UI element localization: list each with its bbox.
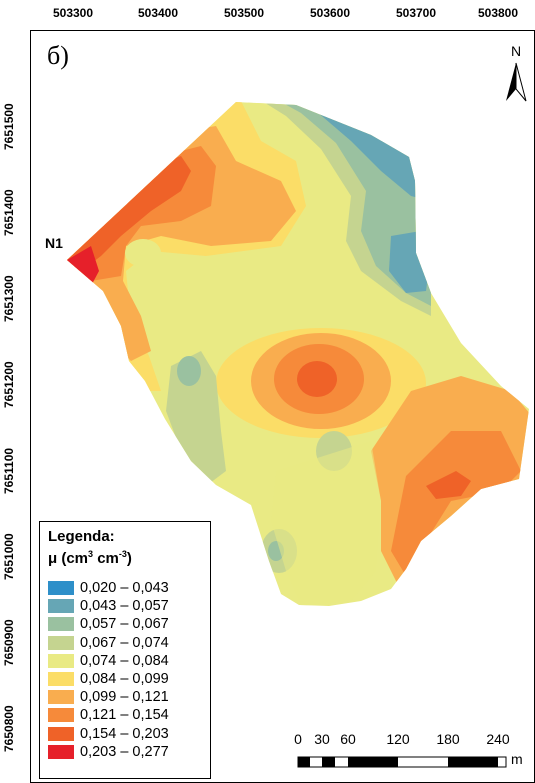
- y-tick-label: 7651100: [2, 447, 16, 494]
- scale-bar: 0 30 60 120 180 240 m: [294, 731, 526, 781]
- zone-0-067-0-074: [166, 351, 226, 486]
- scale-bar-label: 0: [294, 731, 302, 747]
- x-tick-label: 503800: [477, 6, 519, 20]
- zone-0-203-0-277: [67, 246, 99, 286]
- legend-swatch: [48, 635, 74, 650]
- legend-swatch: [48, 744, 74, 759]
- scale-bar-label: 180: [436, 731, 460, 747]
- legend-item: 0,067 – 0,074: [48, 634, 202, 652]
- legend-item: 0,043 – 0,057: [48, 597, 202, 615]
- y-tick-label: 7651500: [2, 103, 16, 150]
- legend-item-label: 0,043 – 0,057: [80, 598, 169, 615]
- scale-bar-unit: m: [511, 751, 523, 767]
- legend-swatch: [48, 708, 74, 723]
- scale-bar-label: 240: [486, 731, 510, 747]
- legend-item: 0,121 – 0,154: [48, 706, 202, 724]
- scale-bar-label: 30: [314, 731, 330, 747]
- legend-item: 0,084 – 0,099: [48, 670, 202, 688]
- legend-item-label: 0,074 – 0,084: [80, 652, 169, 669]
- zone-0-057-0-067: [177, 356, 201, 386]
- legend-swatch: [48, 653, 74, 668]
- legend-item: 0,099 – 0,121: [48, 688, 202, 706]
- panel-label: б): [47, 41, 69, 70]
- zone-0-154-0-203: [426, 471, 471, 499]
- legend-units: μ (cm3 cm-3): [48, 549, 202, 567]
- y-tick-label: 7651300: [2, 275, 16, 322]
- x-tick-label: 503700: [395, 6, 437, 20]
- north-letter: N: [510, 43, 522, 59]
- legend-swatch: [48, 690, 74, 705]
- legend-swatch: [48, 599, 74, 614]
- legend-item: 0,154 – 0,203: [48, 725, 202, 743]
- map-frame: б) N N1 Legenda: μ (cm3 cm-3) 0,020 – 0,…: [30, 30, 535, 783]
- legend-units-end: ): [126, 550, 132, 567]
- legend-swatch: [48, 726, 74, 741]
- y-tick-label: 7650800: [2, 705, 16, 752]
- zone-0-154-0-203: [67, 156, 191, 271]
- legend-swatch: [48, 581, 74, 596]
- legend-units-sup: -3: [118, 549, 127, 559]
- y-tick-label: 7651200: [2, 361, 16, 408]
- interpolated-map: [67, 102, 529, 606]
- legend-item-label: 0,084 – 0,099: [80, 671, 169, 688]
- legend-title: Legenda:: [48, 528, 115, 545]
- legend: Legenda: μ (cm3 cm-3) 0,020 – 0,043 0,04…: [39, 521, 211, 779]
- legend-item-label: 0,121 – 0,154: [80, 707, 169, 724]
- legend-rows: 0,020 – 0,043 0,043 – 0,057 0,057 – 0,06…: [48, 579, 202, 761]
- x-tick-label: 503400: [137, 6, 179, 20]
- zone-0-074-0-084: [271, 441, 381, 606]
- legend-item-label: 0,154 – 0,203: [80, 725, 169, 742]
- legend-item-label: 0,203 – 0,277: [80, 743, 169, 760]
- point-label-n1: N1: [45, 235, 63, 251]
- y-tick-label: 7651400: [2, 189, 16, 236]
- legend-units-mid: cm: [93, 550, 119, 567]
- legend-item: 0,057 – 0,067: [48, 615, 202, 633]
- x-tick-label: 503600: [309, 6, 351, 20]
- legend-item-label: 0,020 – 0,043: [80, 580, 169, 597]
- zone-0-074-0-084: [125, 239, 161, 267]
- legend-item: 0,203 – 0,277: [48, 743, 202, 761]
- x-tick-label: 503300: [52, 6, 94, 20]
- legend-item-label: 0,067 – 0,074: [80, 634, 169, 651]
- y-tick-label: 7651000: [2, 533, 16, 580]
- zone-0-154-0-203: [297, 361, 337, 397]
- legend-item-label: 0,099 – 0,121: [80, 689, 169, 706]
- legend-item-label: 0,057 – 0,067: [80, 616, 169, 633]
- north-arrow-glyph: [506, 62, 527, 102]
- scale-bar-label: 120: [386, 731, 410, 747]
- y-tick-label: 7650900: [2, 619, 16, 666]
- scale-bar-label: 60: [340, 731, 356, 747]
- legend-item: 0,020 – 0,043: [48, 579, 202, 597]
- legend-units-base: μ (cm: [48, 550, 89, 567]
- scale-bar-graphic: [297, 756, 507, 768]
- legend-swatch: [48, 617, 74, 632]
- legend-swatch: [48, 672, 74, 687]
- legend-item: 0,074 – 0,084: [48, 652, 202, 670]
- x-tick-label: 503500: [223, 6, 265, 20]
- north-arrow-icon: N: [503, 43, 529, 105]
- legend-units-sup: 3: [88, 549, 94, 559]
